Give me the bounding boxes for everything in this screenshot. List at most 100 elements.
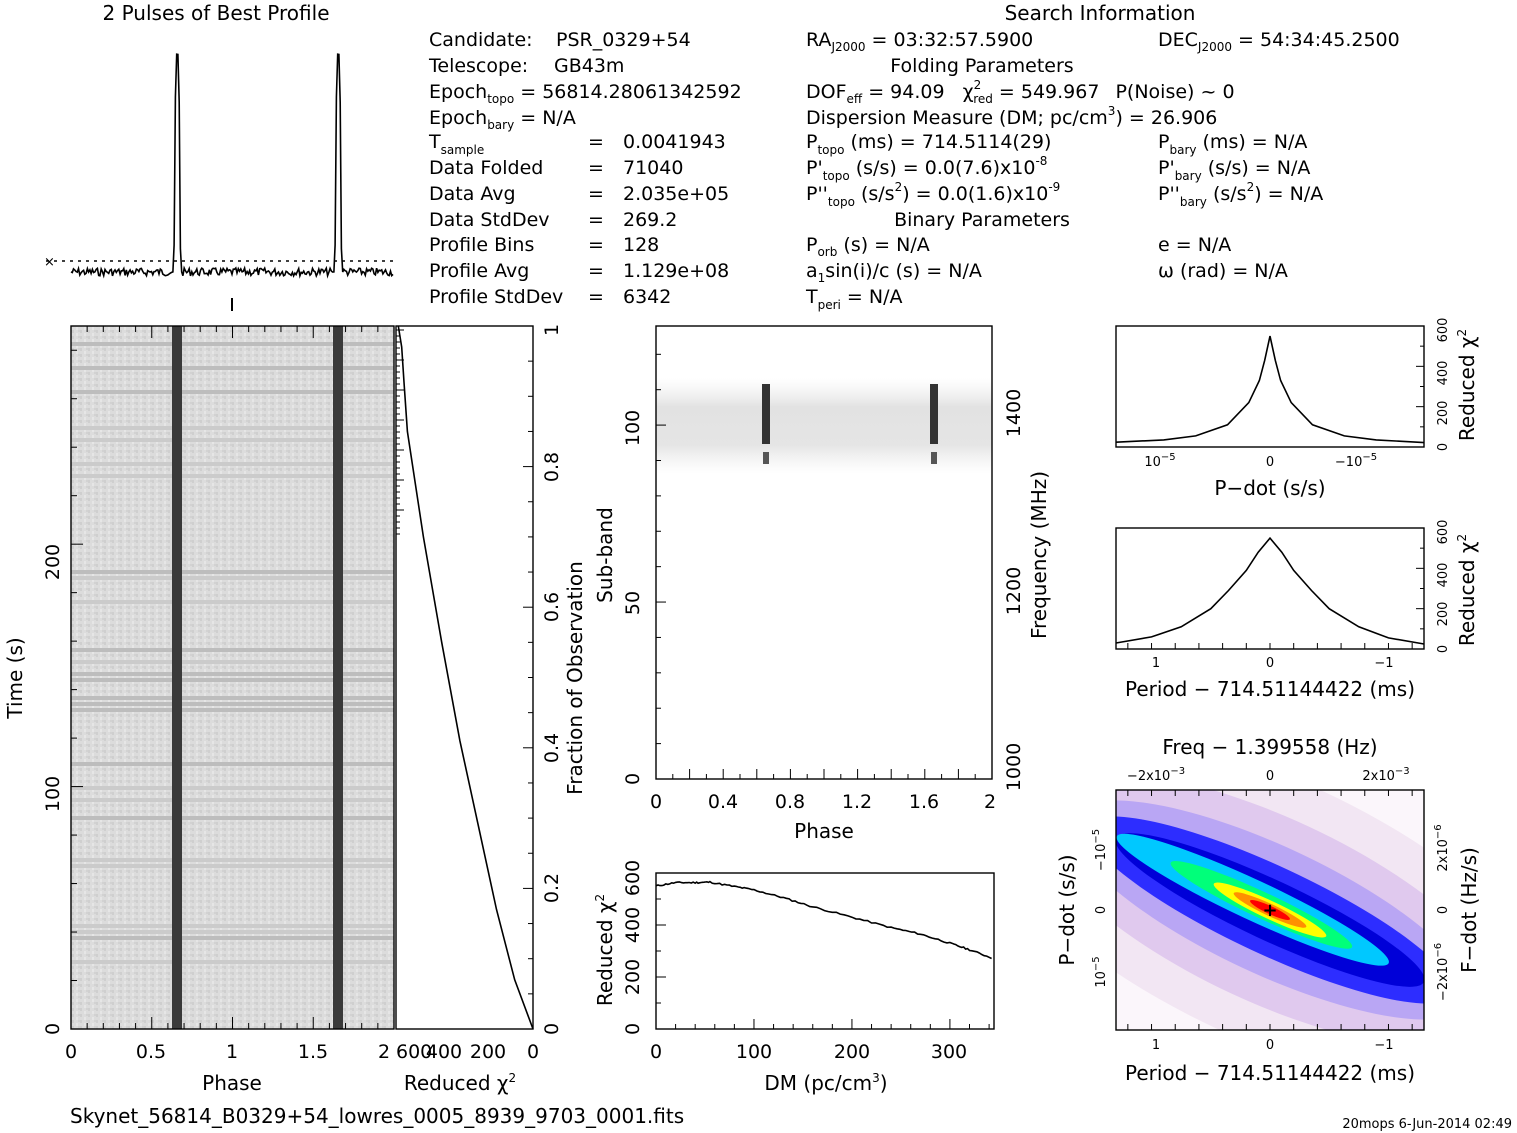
chi2-dm-ytick-3: 600 — [622, 860, 644, 896]
time-phase-row-band — [71, 570, 394, 574]
subband-signal-2b — [931, 452, 937, 464]
chi2-fraction-xlabel: Reduced χ2 — [404, 1071, 516, 1095]
svg-text:Epochbary = N/A: Epochbary = N/A — [429, 107, 576, 132]
candidate-value: PSR_0329+54 — [556, 29, 691, 51]
subband-xtick-1: 0.4 — [708, 791, 738, 813]
profile-stddev-eq: = — [588, 286, 604, 308]
chi2-fraction-xtick-200: 200 — [470, 1041, 506, 1063]
time-phase-row-band — [71, 660, 394, 664]
time-phase-row-band — [71, 930, 394, 934]
chi2-fraction-ytick-0: 0 — [541, 1023, 563, 1035]
chi2-dm-xtick-1: 100 — [736, 1041, 772, 1063]
pdtopo-label: P' — [806, 157, 823, 179]
pdot-period-ytick-2: 10−5 — [1091, 956, 1109, 987]
subband-ytick-0: 0 — [622, 773, 644, 785]
svg-text:DECJ2000 = 54:34:45.2500: DECJ2000 = 54:34:45.2500 — [1158, 29, 1400, 54]
chi2-dm-xlabel: DM (pc/cm3) — [764, 1071, 887, 1095]
time-phase-row-band — [71, 390, 394, 394]
chi2-fraction-xtick-0: 0 — [527, 1041, 539, 1063]
a1-sub: 1 — [818, 271, 826, 285]
tsample-value: 0.0041943 — [623, 131, 726, 153]
chi2-pdot-xlabel: P−dot (s/s) — [1214, 476, 1325, 500]
pdbary-sub: bary — [1175, 169, 1202, 183]
chi2-fraction-ytick-2: 0.4 — [541, 733, 563, 763]
svg-text:Tsample: Tsample — [428, 131, 484, 157]
chi2-dm-ylabel: Reduced χ2 — [593, 894, 617, 1006]
tsample-eq: = — [588, 131, 604, 153]
telescope-value: GB43m — [554, 55, 624, 77]
pdot-period-ytick-1: 0 — [1094, 906, 1109, 914]
chi2-period-curve — [1115, 536, 1425, 645]
chi2-dm-ytick-0: 0 — [622, 1023, 644, 1035]
chi2-period-xtick-2: −1 — [1374, 656, 1393, 671]
pdot-period-xtick-1: 0 — [1266, 1038, 1274, 1053]
pbary-value: (ms) = N/A — [1196, 131, 1307, 153]
pbary-label: P — [1158, 131, 1169, 153]
pulse-profile-plot: × — [44, 53, 394, 311]
candidate-label: Candidate: — [429, 29, 533, 51]
search-title: Search Information — [1005, 1, 1196, 25]
time-phase-xtick-0: 0 — [65, 1041, 77, 1063]
time-phase-row-band — [71, 600, 394, 604]
pdot-period-title: Freq − 1.399558 (Hz) — [1162, 735, 1377, 759]
subband-y2label: Frequency (MHz) — [1027, 471, 1051, 639]
tperi-value: = N/A — [841, 286, 903, 308]
chi2-dm-xtick-3: 300 — [931, 1041, 967, 1063]
time-phase-image — [71, 326, 394, 1029]
pdot-period-y2label: F−dot (Hz/s) — [1457, 847, 1481, 973]
telescope-label: Telescope: — [428, 55, 528, 77]
ptopo-label: P — [806, 131, 817, 153]
chi2-dm-frame — [655, 872, 995, 1030]
porb-value: (s) = N/A — [837, 234, 929, 256]
pdot-period-ytick-0: −10−5 — [1091, 829, 1109, 871]
time-phase-xtick-2: 1 — [226, 1041, 238, 1063]
dm-label: Dispersion Measure (DM; pc/cm — [806, 107, 1108, 129]
pdot-period-y2tick-2: −2x10−6 — [1433, 943, 1451, 1001]
profile-avg-value: 1.129e+08 — [623, 260, 729, 282]
chi2-pdot-frame — [1115, 325, 1425, 448]
time-phase-xtick-1: 0.5 — [136, 1041, 166, 1063]
time-phase-row-band — [71, 648, 394, 652]
pulse-track-2 — [333, 326, 343, 1029]
subband-signal-1 — [762, 384, 770, 444]
search-information: Search Information Candidate: PSR_0329+54… — [428, 1, 1400, 312]
svg-text:P'topo (s/s) = 0.0(7.6)x10-8: P'topo (s/s) = 0.0(7.6)x10-8 — [806, 154, 1047, 183]
pdot-period-x2tick-0: −2x10−3 — [1127, 766, 1185, 784]
dof-value: = 94.09 — [862, 81, 944, 103]
chi2-fraction-ytick-4: 0.8 — [541, 452, 563, 482]
time-phase-row-band — [71, 672, 394, 676]
svg-text:RAJ2000 = 03:32:57.5900: RAJ2000 = 03:32:57.5900 — [806, 29, 1033, 54]
data-folded-label: Data Folded — [429, 157, 543, 179]
chi2-period-ylabel: Reduced χ2 — [1455, 534, 1479, 646]
dec-sub: J2000 — [1197, 40, 1232, 54]
time-phase-xtick-3: 1.5 — [298, 1041, 328, 1063]
chi2-period-plot: 1 0 −1 0 200 400 600 Period − 714.511444… — [1115, 520, 1479, 701]
time-phase-row-band — [71, 864, 394, 868]
a1-value: sin(i)/c (s) = N/A — [825, 260, 982, 282]
pddbary-sub: bary — [1180, 195, 1207, 209]
tperi-sub: peri — [818, 298, 841, 312]
folding-title: Folding Parameters — [890, 55, 1073, 77]
pdot-period-ylabel: P−dot (s/s) — [1055, 854, 1079, 965]
dec-label: DEC — [1158, 29, 1198, 51]
pdot-period-y2tick-1: 0 — [1436, 906, 1451, 914]
footer-filename: Skynet_56814_B0329+54_lowres_0005_8939_9… — [70, 1104, 684, 1128]
pdot-period-x2tick-2: 2x10−3 — [1362, 766, 1409, 784]
svg-text:Profile Avg=1.129e+08: Profile Avg = 1.129e+08 — [429, 260, 729, 282]
time-phase-row-band — [71, 798, 394, 802]
omega-value: ω (rad) = N/A — [1158, 260, 1288, 282]
pddbary-unit: (s/s — [1207, 183, 1247, 205]
tsample-label: T — [428, 131, 441, 153]
chi2-fraction-xtick-600: 600 — [396, 1041, 432, 1063]
subband-xtick-5: 2 — [984, 791, 996, 813]
chi2-fraction-ytick-5: 1 — [541, 324, 563, 336]
time-phase-row-band — [71, 858, 394, 862]
svg-text:Profile StdDev=6342: Profile StdDev = 6342 — [429, 286, 671, 308]
epoch-bary-label: Epoch — [429, 107, 487, 129]
pddtopo-label: P'' — [806, 183, 828, 205]
time-phase-row-band — [71, 936, 394, 940]
subband-xlabel: Phase — [794, 819, 854, 843]
dof-label: DOF — [806, 81, 847, 103]
chi2-fraction-ylabel: Fraction of Observation — [563, 561, 587, 795]
